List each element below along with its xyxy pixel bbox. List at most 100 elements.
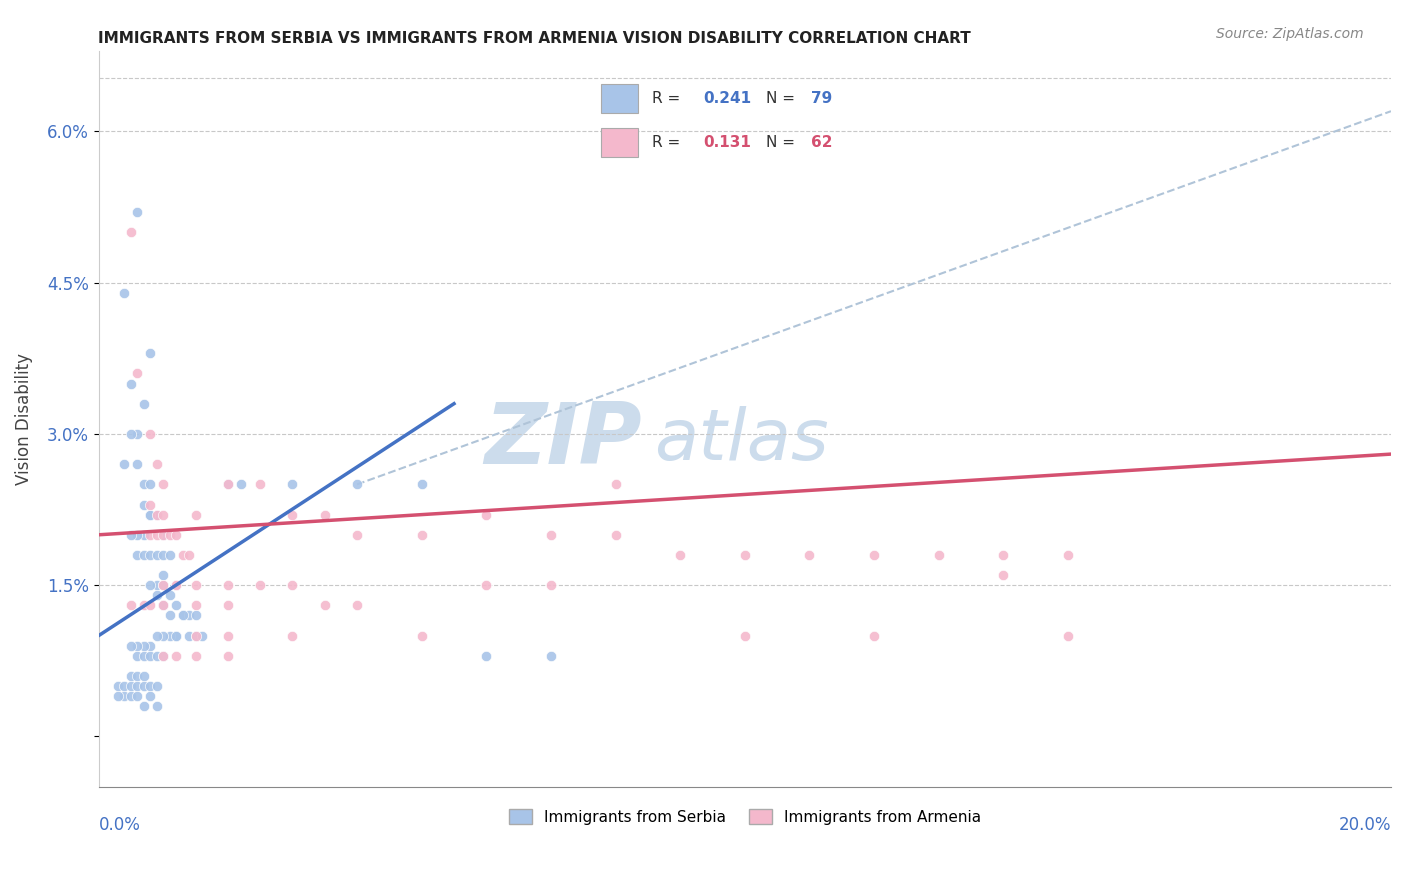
Point [411,477,433,491]
Point [159,588,181,602]
Point [127,639,149,653]
Point [145,457,167,471]
Point [139,426,162,441]
Point [139,346,162,360]
Point [114,457,136,471]
Point [165,528,187,542]
Point [475,648,498,663]
Point [191,629,214,643]
Point [475,578,498,592]
Point [184,629,207,643]
Text: atlas: atlas [654,407,830,475]
Point [145,679,167,693]
Point [145,648,167,663]
Point [152,528,174,542]
Point [152,508,174,522]
Point [165,578,187,592]
Point [229,477,252,491]
Point [120,426,142,441]
Point [184,599,207,613]
Point [132,699,155,714]
Point [184,629,207,643]
Point [114,679,136,693]
Text: ZIP: ZIP [484,400,641,483]
Point [172,608,194,623]
Point [177,629,200,643]
Point [159,629,181,643]
Point [145,578,167,592]
Point [249,578,271,592]
Point [540,528,562,542]
Point [127,205,149,219]
Point [127,679,149,693]
Point [863,548,886,562]
Point [159,608,181,623]
Point [127,689,149,703]
Point [152,599,174,613]
Point [132,679,155,693]
Point [669,548,692,562]
Point [217,477,239,491]
Point [139,528,162,542]
Point [127,367,149,381]
Point [411,528,433,542]
Point [159,548,181,562]
Point [605,477,627,491]
Text: IMMIGRANTS FROM SERBIA VS IMMIGRANTS FROM ARMENIA VISION DISABILITY CORRELATION : IMMIGRANTS FROM SERBIA VS IMMIGRANTS FRO… [98,31,972,46]
Point [184,648,207,663]
Point [217,578,239,592]
Point [127,669,149,683]
Point [217,477,239,491]
Point [107,679,129,693]
Point [139,508,162,522]
Point [799,548,821,562]
Point [139,498,162,512]
Point [139,679,162,693]
Point [139,599,162,613]
Point [127,426,149,441]
Point [132,498,155,512]
Point [172,548,194,562]
Point [734,548,756,562]
Point [165,599,187,613]
Point [165,629,187,643]
Point [281,629,304,643]
Point [120,599,142,613]
Point [139,477,162,491]
Point [145,528,167,542]
Point [184,608,207,623]
Point [177,608,200,623]
Point [475,508,498,522]
Text: 20.0%: 20.0% [1339,816,1391,834]
Point [152,648,174,663]
Text: 0.0%: 0.0% [98,816,141,834]
Point [145,508,167,522]
Point [120,679,142,693]
Point [346,528,368,542]
Point [139,578,162,592]
Point [120,528,142,542]
Point [184,508,207,522]
Text: Source: ZipAtlas.com: Source: ZipAtlas.com [1216,27,1364,41]
Point [217,629,239,643]
Point [132,548,155,562]
Point [127,548,149,562]
Point [346,477,368,491]
Point [314,599,336,613]
Point [281,477,304,491]
Point [540,578,562,592]
Point [139,648,162,663]
Point [145,548,167,562]
Point [152,629,174,643]
Point [152,548,174,562]
Point [165,629,187,643]
Point [152,578,174,592]
Point [145,629,167,643]
Legend: Immigrants from Serbia, Immigrants from Armenia: Immigrants from Serbia, Immigrants from … [502,803,987,830]
Point [165,648,187,663]
Point [993,568,1015,582]
Point [114,285,136,300]
Point [411,629,433,643]
Point [540,648,562,663]
Point [152,578,174,592]
